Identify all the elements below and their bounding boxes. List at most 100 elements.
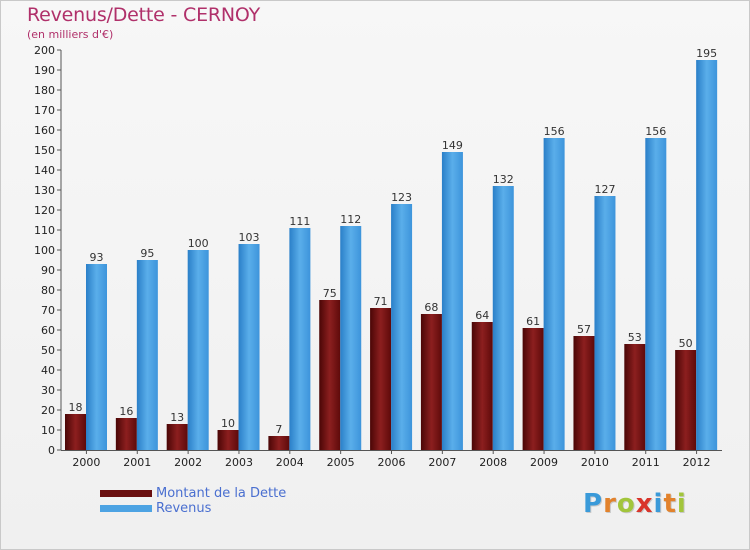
bar-debt bbox=[624, 344, 646, 450]
bar-revenue bbox=[543, 138, 565, 450]
data-label-revenue: 100 bbox=[188, 237, 209, 250]
y-tick-label: 70 bbox=[41, 304, 55, 317]
y-tick-label: 100 bbox=[34, 244, 55, 257]
logo-letter: r bbox=[603, 489, 617, 519]
bar-revenue bbox=[594, 196, 616, 450]
logo-letter: o bbox=[616, 489, 636, 519]
chart-subtitle: (en milliers d'€) bbox=[27, 28, 114, 41]
data-label-revenue: 132 bbox=[493, 173, 514, 186]
bar-debt bbox=[471, 322, 493, 450]
bar-revenue bbox=[645, 138, 667, 450]
x-tick-label: 2002 bbox=[174, 456, 202, 469]
bar-debt bbox=[65, 414, 86, 450]
data-label-debt: 61 bbox=[526, 315, 540, 328]
x-tick-label: 2003 bbox=[225, 456, 253, 469]
bar-debt bbox=[319, 300, 341, 450]
logo-letter: x bbox=[635, 489, 654, 519]
data-label-debt: 7 bbox=[275, 423, 282, 436]
data-label-revenue: 195 bbox=[696, 47, 717, 60]
data-label-revenue: 156 bbox=[544, 125, 565, 138]
legend-swatch-debt bbox=[100, 490, 152, 497]
bar-revenue bbox=[238, 244, 260, 450]
logo-letter: t bbox=[663, 489, 677, 519]
bar-revenue bbox=[492, 186, 514, 450]
data-label-debt: 64 bbox=[475, 309, 489, 322]
chart-title: Revenus/Dette - CERNOY bbox=[27, 4, 261, 26]
x-tick-label: 2012 bbox=[683, 456, 711, 469]
axes: 0 10 20 30 40 50 60 70 80 90 100 110 120 130 140 150 160… bbox=[34, 44, 722, 469]
data-label-debt: 75 bbox=[323, 287, 337, 300]
bar-debt bbox=[115, 418, 137, 450]
bar-debt bbox=[370, 308, 392, 450]
logo-letter: i bbox=[653, 489, 664, 519]
bar-debt bbox=[522, 328, 544, 450]
data-label-revenue: 95 bbox=[140, 247, 154, 260]
y-tick-label: 140 bbox=[34, 164, 55, 177]
y-tick-label: 50 bbox=[41, 344, 55, 357]
bar-debt bbox=[675, 350, 697, 450]
bar-revenue bbox=[289, 228, 311, 450]
y-tick-label: 110 bbox=[34, 224, 55, 237]
data-label-revenue: 127 bbox=[594, 183, 615, 196]
y-tick-label: 150 bbox=[34, 144, 55, 157]
bar-revenue bbox=[340, 226, 362, 450]
logo-letter: i bbox=[676, 489, 687, 519]
x-tick-label: 2008 bbox=[479, 456, 507, 469]
data-label-revenue: 123 bbox=[391, 191, 412, 204]
data-label-revenue: 93 bbox=[90, 251, 104, 264]
y-tick-label: 20 bbox=[41, 404, 55, 417]
bar-debt bbox=[217, 430, 239, 450]
proxiti-logo: Proxiti bbox=[583, 489, 687, 519]
logo-letter: P bbox=[583, 489, 604, 519]
data-label-debt: 68 bbox=[424, 301, 438, 314]
y-tick-label: 30 bbox=[41, 384, 55, 397]
data-label-debt: 18 bbox=[69, 401, 83, 414]
x-tick-label: 2006 bbox=[378, 456, 406, 469]
bar-debt bbox=[268, 436, 290, 450]
data-label-debt: 16 bbox=[119, 405, 133, 418]
data-label-debt: 53 bbox=[628, 331, 642, 344]
y-tick-label: 200 bbox=[34, 44, 55, 57]
data-label-revenue: 112 bbox=[340, 213, 361, 226]
y-tick-label: 40 bbox=[41, 364, 55, 377]
y-tick-label: 170 bbox=[34, 104, 55, 117]
data-label-debt: 13 bbox=[170, 411, 184, 424]
y-tick-label: 80 bbox=[41, 284, 55, 297]
bar-revenue bbox=[696, 60, 718, 450]
x-tick-label: 2007 bbox=[428, 456, 456, 469]
bar-revenue bbox=[391, 204, 413, 450]
y-tick-label: 160 bbox=[34, 124, 55, 137]
bar-revenue bbox=[187, 250, 209, 450]
x-tick-label: 2010 bbox=[581, 456, 609, 469]
y-tick-label: 130 bbox=[34, 184, 55, 197]
data-label-revenue: 103 bbox=[239, 231, 260, 244]
legend-label-debt: Montant de la Dette bbox=[156, 486, 287, 501]
legend-label-revenue: Revenus bbox=[156, 501, 212, 516]
y-tick-label: 90 bbox=[41, 264, 55, 277]
y-tick-label: 10 bbox=[41, 424, 55, 437]
x-tick-label: 2000 bbox=[72, 456, 100, 469]
bar-revenue bbox=[441, 152, 463, 450]
legend-swatch-revenue bbox=[100, 505, 152, 512]
data-label-debt: 57 bbox=[577, 323, 591, 336]
x-tick-label: 2011 bbox=[632, 456, 660, 469]
y-tick-label: 180 bbox=[34, 84, 55, 97]
bar-revenue bbox=[86, 264, 107, 450]
data-label-revenue: 149 bbox=[442, 139, 463, 152]
bars: 18 93 16 95 13 100 10 103 7 111 75 112 71 123 68 149 64 1… bbox=[65, 47, 718, 450]
y-tick-label: 60 bbox=[41, 324, 55, 337]
x-tick-label: 2009 bbox=[530, 456, 558, 469]
x-tick-label: 2004 bbox=[276, 456, 304, 469]
y-tick-label: 0 bbox=[48, 444, 55, 457]
bar-debt bbox=[420, 314, 442, 450]
y-tick-label: 120 bbox=[34, 204, 55, 217]
data-label-revenue: 111 bbox=[289, 215, 310, 228]
data-label-debt: 71 bbox=[374, 295, 388, 308]
y-tick-label: 190 bbox=[34, 64, 55, 77]
x-tick-label: 2005 bbox=[327, 456, 355, 469]
data-label-debt: 50 bbox=[679, 337, 693, 350]
bar-debt bbox=[573, 336, 595, 450]
bar-revenue bbox=[136, 260, 158, 450]
